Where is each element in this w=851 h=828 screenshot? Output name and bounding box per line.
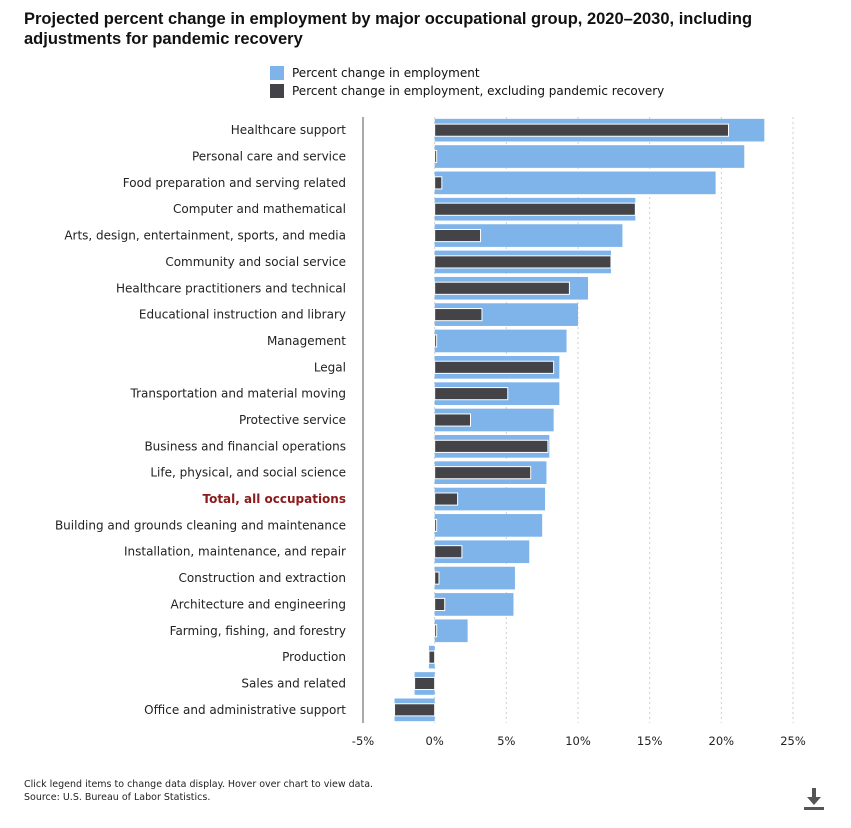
bar-excluding-recovery[interactable] [434, 308, 483, 322]
bar-employment[interactable] [434, 514, 543, 537]
bar-chart[interactable]: Healthcare support Personal care and serv… [0, 0, 851, 770]
bar-excluding-recovery[interactable] [434, 518, 438, 532]
bar-excluding-recovery[interactable] [434, 439, 549, 453]
bar-excluding-recovery[interactable] [434, 255, 612, 269]
bar-excluding-recovery[interactable] [434, 149, 438, 164]
bar-employment[interactable] [434, 487, 546, 511]
bars-layer [394, 118, 765, 722]
legend-item-excluding-recovery[interactable]: Percent change in employment, excluding … [270, 82, 664, 100]
bar-employment[interactable] [434, 619, 468, 643]
category-label: Legal [314, 360, 346, 374]
bar-employment[interactable] [434, 566, 515, 590]
legend-label-excluding-recovery: Percent change in employment, excluding … [292, 84, 665, 98]
category-label-total: Total, all occupations [202, 492, 346, 506]
bar-excluding-recovery[interactable] [434, 360, 555, 374]
x-tick-label: 20% [709, 734, 735, 748]
bar-excluding-recovery[interactable] [434, 571, 440, 585]
chart-title: Projected percent change in employment b… [24, 10, 753, 48]
x-tick-labels-layer: -5% 0% 5% 10% 15% 20% 25% [352, 734, 806, 748]
legend-label-employment: Percent change in employment [292, 66, 480, 80]
footer: Click legend items to change data displa… [24, 778, 373, 804]
bar-excluding-recovery[interactable] [434, 387, 509, 401]
bar-employment[interactable] [434, 171, 716, 195]
category-label: Sales and related [241, 676, 346, 690]
category-label: Production [282, 650, 346, 664]
footer-note: Click legend items to change data displa… [24, 779, 374, 790]
category-label: Community and social service [165, 255, 346, 269]
bar-excluding-recovery[interactable] [434, 281, 570, 295]
bar-employment[interactable] [434, 145, 745, 168]
bar-excluding-recovery[interactable] [434, 123, 729, 137]
category-label: Food preparation and serving related [123, 176, 346, 190]
x-tick-label: 5% [497, 734, 515, 748]
x-tick-label: 25% [780, 734, 806, 748]
category-label: Office and administrative support [144, 703, 346, 717]
bar-employment[interactable] [434, 224, 623, 247]
bar-excluding-recovery[interactable] [434, 624, 438, 638]
footer-source: Source: U.S. Bureau of Labor Statistics. [24, 792, 211, 803]
bar-excluding-recovery[interactable] [434, 176, 443, 190]
bar-excluding-recovery[interactable] [414, 676, 436, 691]
category-label: Healthcare support [231, 123, 347, 137]
bar-excluding-recovery[interactable] [434, 202, 636, 216]
category-label: Educational instruction and library [139, 308, 346, 322]
legend-swatch-employment [270, 66, 284, 80]
bar-excluding-recovery[interactable] [434, 334, 438, 348]
legend: Percent change in employment Percent cha… [270, 64, 664, 100]
category-label: Building and grounds cleaning and mainte… [55, 518, 346, 532]
category-label: Protective service [239, 413, 346, 427]
category-label: Construction and extraction [179, 571, 346, 585]
download-button[interactable] [801, 786, 827, 812]
bar-excluding-recovery[interactable] [434, 229, 482, 243]
bar-excluding-recovery[interactable] [434, 413, 471, 427]
category-label: Installation, maintenance, and repair [124, 545, 346, 559]
category-label: Computer and mathematical [173, 202, 346, 216]
bar-excluding-recovery[interactable] [394, 703, 436, 717]
bar-excluding-recovery[interactable] [434, 466, 532, 480]
category-label: Farming, fishing, and forestry [170, 624, 346, 638]
bar-excluding-recovery[interactable] [428, 650, 436, 664]
category-label: Arts, design, entertainment, sports, and… [64, 229, 346, 243]
x-tick-label: 0% [426, 734, 444, 748]
bar-excluding-recovery[interactable] [434, 492, 459, 506]
x-tick-label: -5% [352, 734, 374, 748]
legend-swatch-excluding-recovery [270, 84, 284, 98]
bar-employment[interactable] [434, 593, 514, 616]
category-label: Business and financial operations [144, 439, 346, 453]
category-labels-layer: Healthcare support Personal care and serv… [55, 123, 346, 717]
category-label: Personal care and service [192, 150, 346, 164]
x-tick-label: 10% [565, 734, 591, 748]
category-label: Healthcare practitioners and technical [116, 281, 346, 295]
bar-excluding-recovery[interactable] [434, 597, 446, 611]
x-tick-label: 15% [637, 734, 663, 748]
bar-excluding-recovery[interactable] [434, 545, 463, 559]
category-label: Management [267, 334, 346, 348]
download-icon [804, 788, 824, 810]
bar-employment[interactable] [434, 329, 567, 353]
legend-item-employment[interactable]: Percent change in employment [270, 64, 664, 82]
category-label: Architecture and engineering [171, 597, 346, 611]
category-label: Transportation and material moving [130, 387, 346, 401]
category-label: Life, physical, and social science [150, 466, 346, 480]
